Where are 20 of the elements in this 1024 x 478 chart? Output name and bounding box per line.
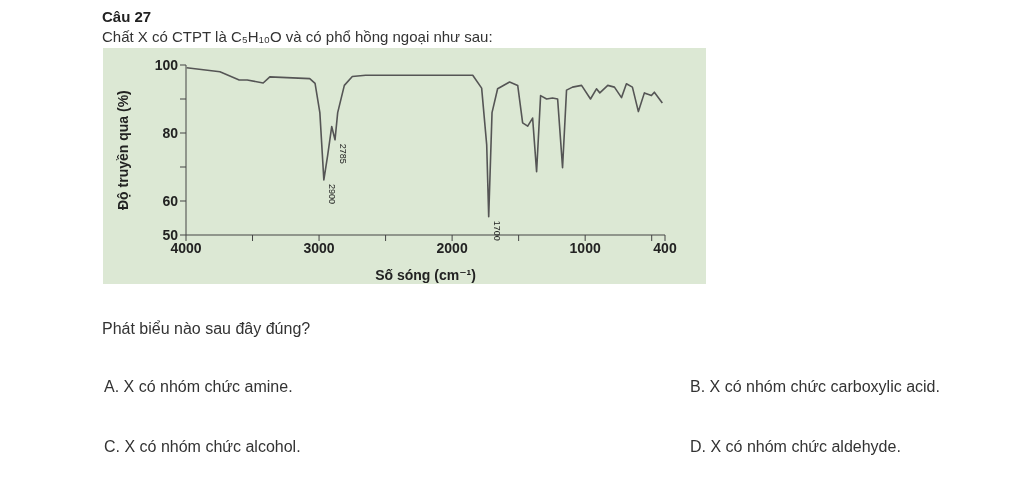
text: Phát biểu nào sau đây đúng? [102,320,311,338]
x-tick-label: 400 [653,239,677,256]
y-tick-label: 80 [162,124,179,141]
x-axis-title: Số sóng (cm⁻¹) [375,267,476,283]
x-tick-label: 2000 [436,239,468,256]
chart-subtitle: Chất X có CTPT là C₅H₁₀O và có phổ hồng ngoại như sau: [102,28,493,45]
text: A. X có nhóm chức amine. [104,378,293,396]
annotation: 2900 [326,183,337,204]
chart-title: Câu 27 [102,8,152,26]
annotation: 2785 [338,143,349,164]
line-series [186,66,664,218]
text: D. X có nhóm chức aldehyde. [690,438,901,456]
text: B. X có nhóm chức carboxylic acid. [690,378,940,396]
x-tick-label: 3000 [303,239,335,256]
y-axis-title: Độ truyền qua (%) [114,90,131,210]
text: C. X có nhóm chức alcohol. [104,438,301,456]
x-tick-label: 1000 [569,239,601,256]
y-tick-label: 100 [154,56,179,73]
y-tick-label: 60 [162,192,179,209]
annotation: 1700 [491,220,502,241]
